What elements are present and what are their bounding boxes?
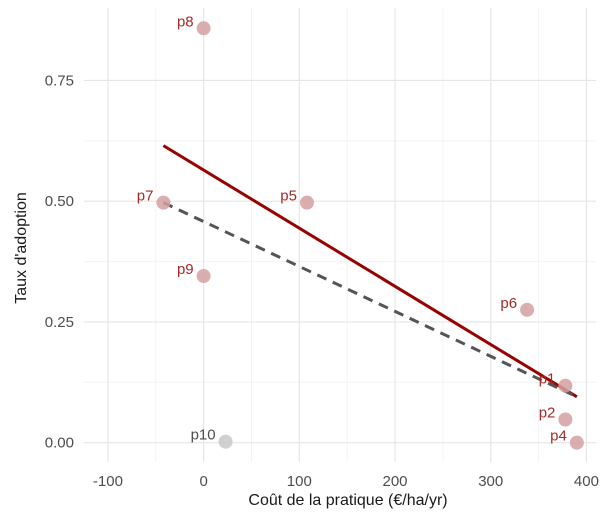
x-tick-label: 200 [383, 473, 408, 490]
point-label-p10: p10 [191, 427, 216, 444]
x-axis-title: Coût de la pratique (€/ha/yr) [248, 492, 447, 509]
trend-lines [162, 144, 578, 399]
point-label-p7: p7 [137, 188, 154, 205]
data-point-p4 [569, 435, 584, 450]
tick-labels: -100 0 100 200 300 400 0.00 0.25 0.50 0.75 [45, 72, 599, 490]
data-point-p1 [558, 378, 573, 393]
data-points [156, 21, 584, 450]
dashed-trend-line [162, 201, 578, 399]
grid [84, 8, 596, 462]
point-label-p8: p8 [177, 13, 194, 30]
x-tick-label: 300 [478, 473, 503, 490]
point-labels: p1 p2 p4 p5 p6 p7 p8 p9 p10 [137, 13, 567, 444]
x-tick-label: 100 [287, 473, 312, 490]
data-point-p7 [156, 195, 171, 210]
solid-trend-line [162, 144, 578, 399]
data-point-p10 [218, 434, 233, 449]
data-point-p9 [196, 269, 211, 284]
y-tick-label: 0.50 [45, 193, 74, 210]
point-label-p5: p5 [280, 188, 297, 205]
x-tick-label: -100 [93, 473, 123, 490]
x-tick-label: 400 [574, 473, 599, 490]
point-label-p2: p2 [539, 404, 556, 421]
x-tick-label: 0 [199, 473, 207, 490]
y-tick-label: 0.25 [45, 314, 74, 331]
point-label-p6: p6 [500, 295, 517, 312]
y-axis-title: Taux d'adoption [13, 192, 30, 304]
point-label-p4: p4 [550, 428, 567, 445]
data-point-p8 [196, 21, 211, 36]
y-tick-label: 0.00 [45, 435, 74, 452]
point-label-p9: p9 [177, 261, 194, 278]
y-tick-label: 0.75 [45, 72, 74, 89]
data-point-p2 [558, 412, 573, 427]
data-point-p6 [520, 302, 535, 317]
data-point-p5 [299, 195, 314, 210]
point-label-p1: p1 [539, 371, 556, 388]
